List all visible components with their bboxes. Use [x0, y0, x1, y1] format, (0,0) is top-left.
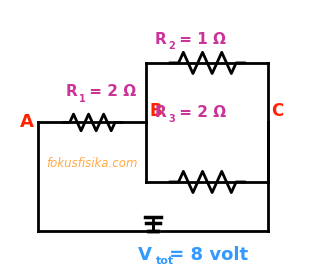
Text: R: R	[65, 84, 77, 99]
Text: tot: tot	[156, 256, 173, 266]
Text: = 2 Ω: = 2 Ω	[173, 105, 226, 120]
Text: fokusfisika.com: fokusfisika.com	[47, 156, 138, 169]
Text: = 2 Ω: = 2 Ω	[84, 84, 136, 99]
Text: R: R	[155, 105, 166, 120]
Text: = 1 Ω: = 1 Ω	[173, 32, 225, 47]
Text: 2: 2	[169, 41, 175, 51]
Text: 1: 1	[79, 94, 86, 103]
Text: V: V	[138, 246, 152, 264]
Text: A: A	[20, 113, 34, 131]
Text: 3: 3	[169, 114, 175, 124]
Text: = 8 volt: = 8 volt	[163, 246, 248, 264]
Text: C: C	[271, 102, 283, 120]
Text: B: B	[149, 102, 162, 120]
Text: R: R	[155, 32, 166, 47]
